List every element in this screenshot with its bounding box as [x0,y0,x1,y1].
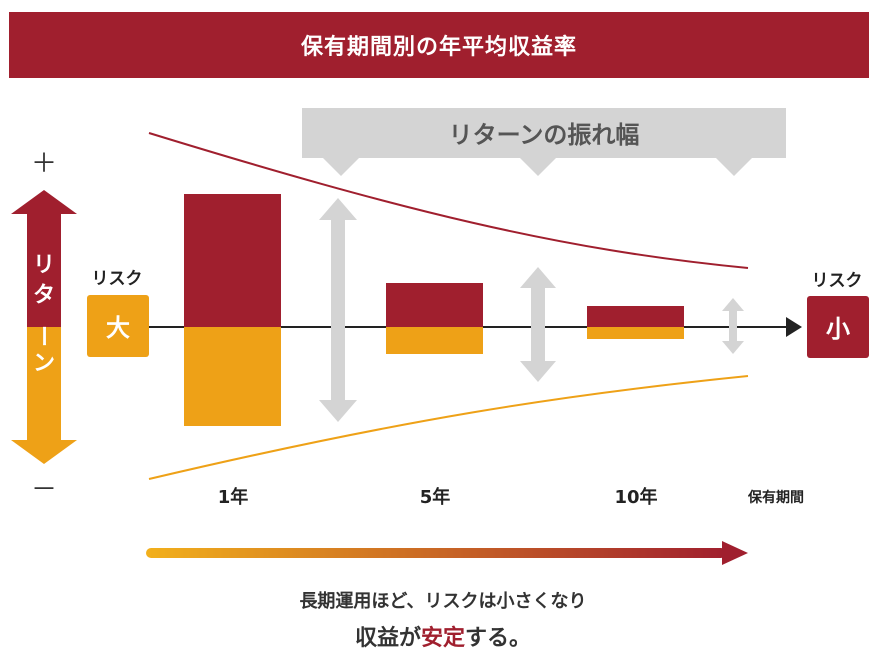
time-direction-arrow [146,541,748,565]
period-label-10yr: 10年 [614,486,657,508]
plus-sign: ＋ [31,149,57,179]
bar-10yr-negative [587,327,684,339]
range-arrow-10yr [722,298,744,354]
vertical-label-char-4: ン [33,351,55,376]
bar-1yr-negative [184,327,281,426]
page-title: 保有期間別の年平均収益率 [9,12,869,78]
risk-large-badge [87,295,149,357]
risk-small-value: 小 [826,315,850,343]
caption-line-2-part2: する。 [465,626,531,651]
time-axis-arrowhead [786,317,802,337]
return-range-banner: リターンの振れ幅 [302,108,786,176]
risk-right-label: リスク [812,271,863,291]
risk-small-badge [807,296,869,358]
banner-label: リターンの振れ幅 [449,121,640,149]
bar-1yr-positive [184,194,281,327]
caption-line-1: 長期運用ほど、リスクは小さくなり [299,591,586,612]
caption-line-2: 収益が安定する。 [355,625,531,651]
caption-highlight: 安定 [421,625,465,651]
bar-5yr-positive [386,283,483,327]
vertical-label-char-1: リ [33,253,55,278]
risk-large-value: 大 [106,314,130,342]
range-arrow-1yr [319,198,357,422]
minus-sign: － [31,475,57,505]
bar-5yr-negative [386,327,483,354]
bar-10yr-positive [587,306,684,327]
period-label-5yr: 5年 [420,486,451,508]
range-arrow-5yr [520,267,556,382]
return-vertical-arrow: リ タ ー ン [11,190,77,464]
lower-envelope-curve [148,375,749,480]
vertical-label-char-2: タ [33,283,55,308]
caption-line-2-part1: 収益が [355,625,421,651]
holding-period-label: 保有期間 [747,489,804,506]
risk-left-label: リスク [92,269,143,289]
period-label-1yr: 1年 [218,486,249,508]
vertical-label-char-3: ー [30,325,55,347]
upper-envelope-curve [148,132,749,269]
